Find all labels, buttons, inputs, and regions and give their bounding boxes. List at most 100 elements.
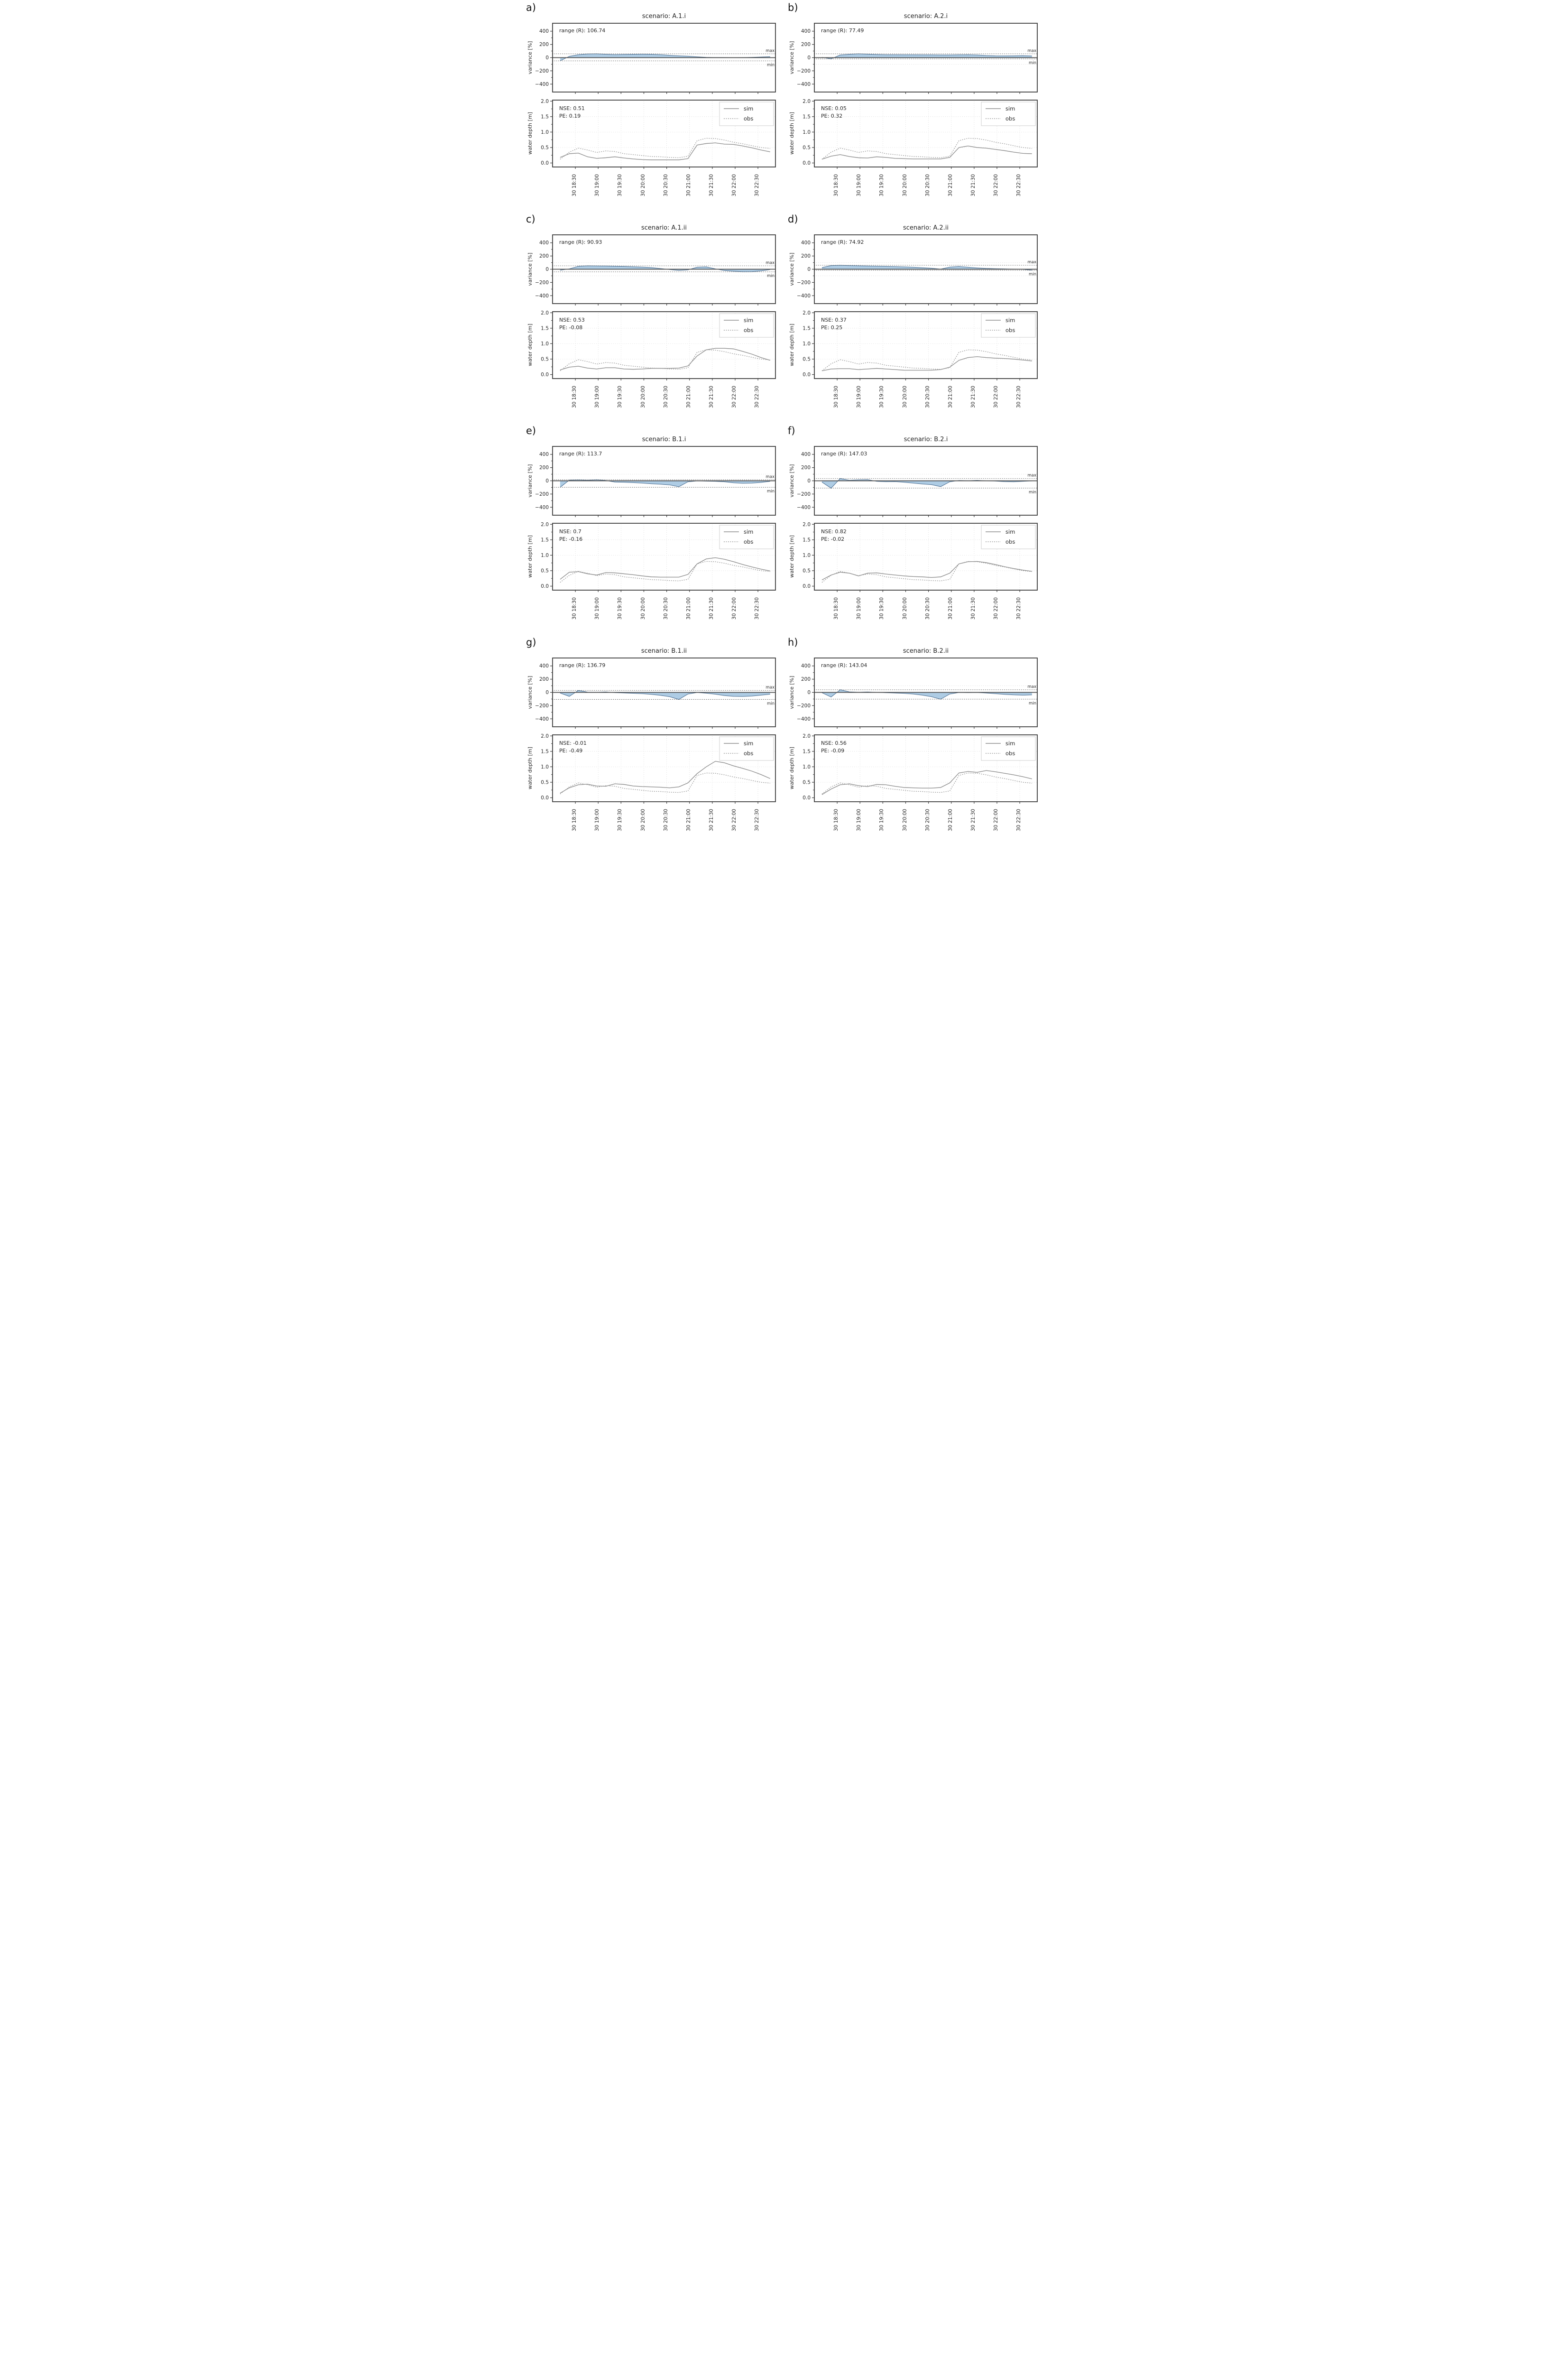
y-tick-label: −400 xyxy=(797,82,811,87)
y-tick-label: 2.0 xyxy=(802,99,811,104)
x-tick-label: 30 19:30 xyxy=(617,809,623,831)
y-axis-label: variance [%] xyxy=(789,464,795,498)
x-tick-label: 30 20:30 xyxy=(663,174,669,196)
panel-d: d) scenario: A.2.ii max min range (R): 74.92… xyxy=(784,212,1046,423)
water-depth-plot: NSE: -0.01 PE: -0.49 sim obs 2.0 1.5 1.0 0.5 0.0… xyxy=(527,733,776,804)
max-label: max xyxy=(1027,473,1036,478)
x-tick-label: 30 19:00 xyxy=(594,809,600,831)
y-tick-label: 1.5 xyxy=(802,749,811,754)
water-depth-plot: NSE: 0.7PE: -0.16 sim obs 2.0 1.5 1.0 0.5 0.0 wa… xyxy=(527,522,776,592)
range-text: range (R): 147.03 xyxy=(821,451,867,457)
x-tick-label: 30 19:00 xyxy=(856,809,862,831)
y-tick-label: 1.5 xyxy=(541,537,549,543)
y-axis-label: variance [%] xyxy=(527,253,533,286)
variance-area xyxy=(560,690,770,700)
y-tick-label: 0 xyxy=(545,55,549,61)
x-tick-label: 30 18:30 xyxy=(572,386,578,408)
x-axis-labels: 30 18:30 30 19:00 30 19:30 30 20:00 30 20:30… xyxy=(787,385,1043,420)
y-tick-label: 400 xyxy=(539,28,549,34)
min-label: min xyxy=(1029,701,1036,706)
axis-frame xyxy=(552,523,776,591)
y-tick-label: −200 xyxy=(535,491,549,497)
y-tick-label: 0 xyxy=(807,55,811,61)
x-tick-label: 30 20:00 xyxy=(640,597,646,620)
obs-line xyxy=(821,561,1032,583)
legend-sim-label: sim xyxy=(1005,105,1015,112)
y-tick-label: 2.0 xyxy=(541,310,549,316)
variance-area xyxy=(822,689,1032,699)
x-tick-label: 30 21:00 xyxy=(685,597,692,620)
y-tick-label: 0.0 xyxy=(541,795,549,801)
y-tick-label: 200 xyxy=(801,465,811,471)
variance-plot: max min range (R): 136.79 400 200 0 −200 −400 va… xyxy=(527,658,776,729)
variance-plot: max min range (R): 106.74 400 200 0 −200 −400 va… xyxy=(527,23,776,94)
y-tick-label: 0 xyxy=(807,478,811,484)
variance-area xyxy=(560,266,770,272)
y-tick-label: 0 xyxy=(545,690,549,695)
legend-obs-label: obs xyxy=(1005,327,1015,334)
y-axis-label: water depth [m] xyxy=(789,747,795,789)
nse-text: NSE: -0.01 xyxy=(559,740,587,746)
y-tick-label: 0.0 xyxy=(541,372,549,378)
legend-obs-label: obs xyxy=(744,538,753,545)
sim-line xyxy=(821,145,1032,160)
min-label: min xyxy=(767,701,775,706)
axis-frame xyxy=(552,100,776,167)
y-tick-label: 1.0 xyxy=(802,130,811,135)
x-tick-label: 30 21:30 xyxy=(708,174,714,196)
nse-text: NSE: 0.82 xyxy=(821,528,847,535)
variance-plot: max min range (R): 147.03 400 200 0 −200 −400 va… xyxy=(789,446,1038,517)
x-axis-labels: 30 18:30 30 19:00 30 19:30 30 20:00 30 20:30… xyxy=(787,174,1043,209)
pe-text: PE: -0.16 xyxy=(559,536,582,542)
y-axis-label: variance [%] xyxy=(527,676,533,709)
panel-title: scenario: B.1.i xyxy=(642,436,686,443)
x-tick-label: 30 21:30 xyxy=(708,809,714,831)
x-tick-label: 30 20:30 xyxy=(663,597,669,620)
axis-frame xyxy=(552,311,776,379)
nse-text: NSE: 0.7 xyxy=(559,528,581,535)
legend: sim obs xyxy=(719,525,774,549)
min-label: min xyxy=(1029,272,1036,277)
x-tick-label: 30 20:00 xyxy=(902,809,908,831)
range-text: range (R): 77.49 xyxy=(821,28,864,34)
x-tick-label: 30 22:00 xyxy=(993,597,999,620)
x-tick-label: 30 22:30 xyxy=(754,174,760,196)
y-tick-label: −400 xyxy=(797,293,811,299)
y-tick-label: 0.0 xyxy=(541,584,549,589)
x-tick-label: 30 20:00 xyxy=(640,386,646,408)
y-tick-label: −200 xyxy=(535,68,549,74)
max-label: max xyxy=(766,685,775,690)
legend-obs-label: obs xyxy=(1005,538,1015,545)
legend: sim obs xyxy=(981,313,1036,338)
min-label: min xyxy=(767,274,775,278)
obs-line xyxy=(560,138,770,160)
x-tick-label: 30 19:00 xyxy=(594,174,600,196)
y-tick-label: 0.5 xyxy=(802,356,811,362)
x-tick-label: 30 21:30 xyxy=(708,386,714,408)
y-axis-label: variance [%] xyxy=(527,41,533,74)
x-tick-label: 30 18:30 xyxy=(833,809,839,831)
legend-box xyxy=(719,736,774,761)
x-tick-label: 30 20:30 xyxy=(924,174,931,196)
y-tick-label: 0.5 xyxy=(802,145,811,150)
y-tick-label: 2.0 xyxy=(541,99,549,104)
panel-title: scenario: B.2.i xyxy=(904,436,948,443)
x-tick-label: 30 19:30 xyxy=(617,174,623,196)
axis-frame xyxy=(814,523,1038,591)
x-tick-label: 30 20:00 xyxy=(640,174,646,196)
y-tick-label: −200 xyxy=(535,703,549,709)
y-tick-label: −400 xyxy=(797,505,811,510)
x-tick-label: 30 20:30 xyxy=(924,597,931,620)
legend: sim obs xyxy=(719,736,774,761)
x-tick-label: 30 22:00 xyxy=(731,809,737,831)
y-tick-label: 0 xyxy=(545,267,549,272)
nse-text: NSE: 0.05 xyxy=(821,105,847,111)
x-tick-label: 30 19:00 xyxy=(856,597,862,620)
x-tick-label: 30 19:30 xyxy=(879,386,885,408)
x-tick-label: 30 19:00 xyxy=(594,597,600,620)
max-label: max xyxy=(766,48,775,53)
y-tick-label: −200 xyxy=(797,68,811,74)
y-tick-label: 2.0 xyxy=(541,522,549,528)
